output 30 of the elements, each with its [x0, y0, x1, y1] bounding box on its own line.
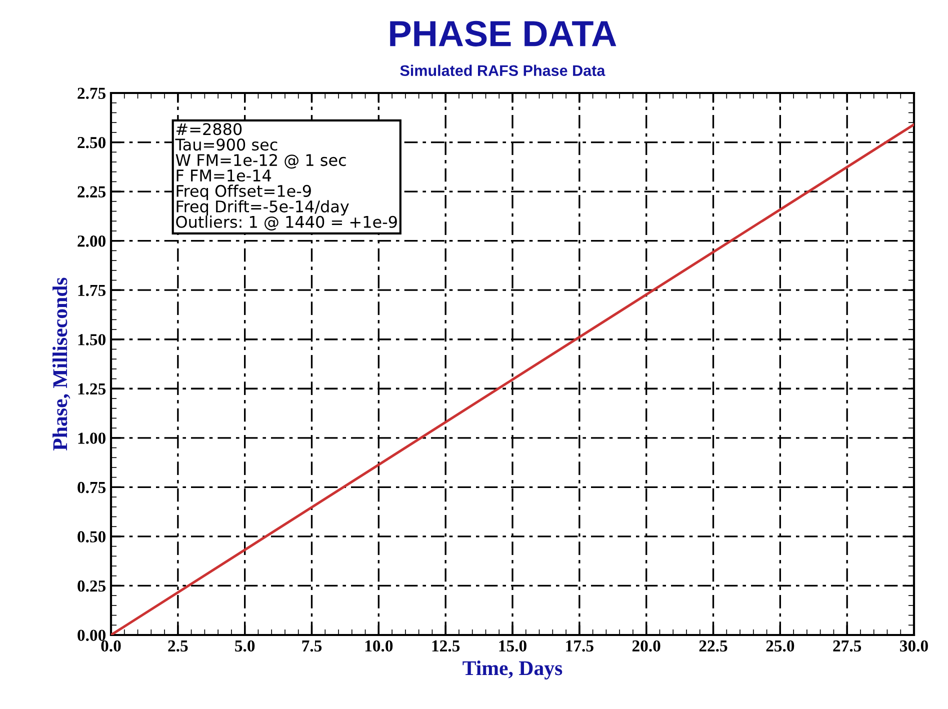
y-tick-label: 1.00: [78, 432, 106, 444]
x-tick-label: 30.0: [900, 640, 928, 652]
y-tick-label: 0.50: [78, 531, 106, 542]
y-tick-label: 0.75: [78, 482, 106, 494]
chart-title: PHASE DATA: [390, 20, 616, 46]
y-tick-label: 0.25: [78, 580, 106, 592]
chart-subtitle: Simulated RAFS Phase Data: [400, 64, 606, 76]
annotation: #=2880 Tau=900 sec W FM=1e-12 @ 1 sec F FM=1e-14 Freq Offset=1e-9 Freq Drift=-5e-14/day Outliers: 1 @ 1440 = +1e-9: [175, 123, 397, 230]
y-tick-label: 2.50: [78, 136, 106, 148]
y-tick-label: 2.00: [78, 236, 106, 247]
x-tick-label: 5.0: [235, 640, 255, 652]
x-tick-label: 2.5: [168, 640, 188, 652]
y-tick-label: 1.75: [78, 284, 106, 296]
x-tick-label: 22.5: [699, 640, 728, 652]
x-tick-label: 10.0: [365, 640, 393, 652]
x-tick-label: 0.0: [101, 640, 121, 652]
y-tick-label: 2.75: [78, 88, 106, 100]
x-tick-label: 12.5: [432, 640, 460, 652]
x-tick-label: 20.0: [632, 640, 660, 652]
x-tick-label: 15.0: [499, 640, 526, 652]
x-tick-label: 25.0: [766, 640, 794, 652]
y-axis-title: Phase, Milliseconds: [52, 278, 70, 450]
y-tick-label: 1.50: [78, 334, 106, 346]
y-tick-label: 2.25: [78, 186, 106, 198]
x-tick-label: 17.5: [566, 640, 594, 652]
y-tick-label: 1.25: [78, 383, 106, 395]
x-tick-label: 27.5: [833, 640, 862, 652]
x-axis-title: Time, Days: [462, 660, 562, 680]
y-tick-label: 0.00: [78, 630, 106, 642]
x-tick-label: 7.5: [302, 640, 322, 652]
